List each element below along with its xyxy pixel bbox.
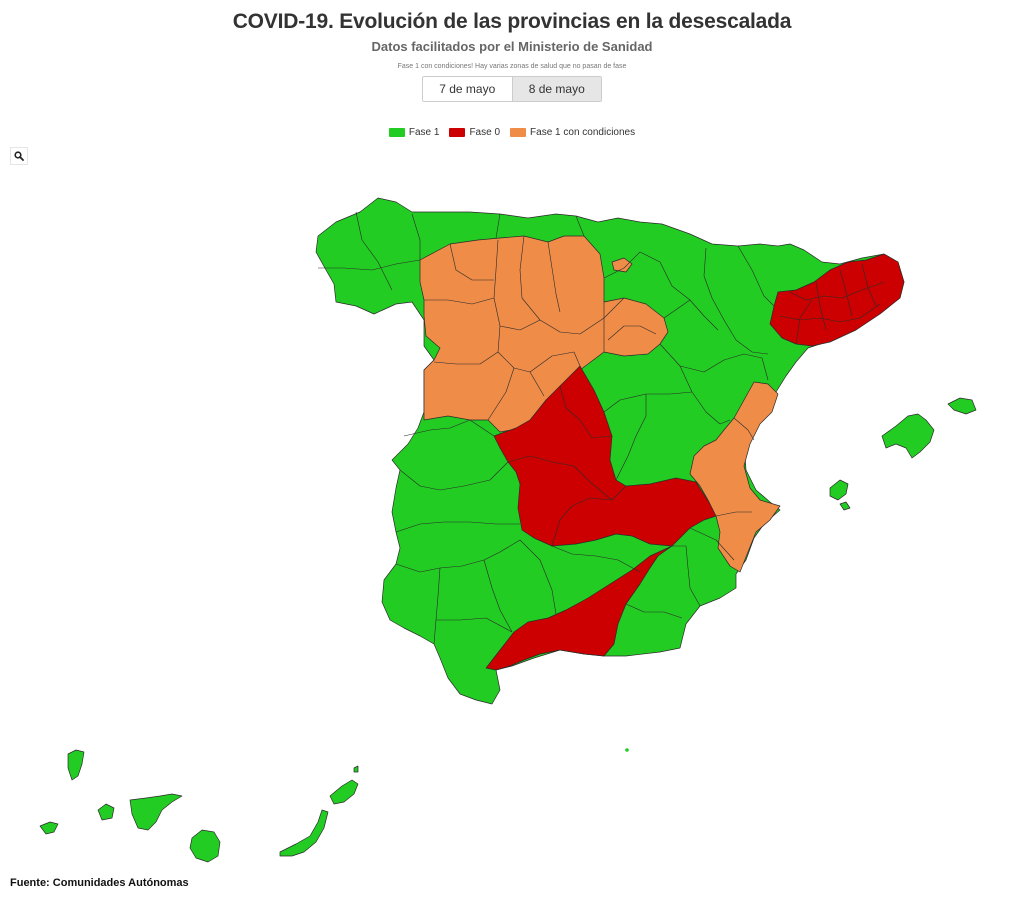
legend-label-fase1-condiciones: Fase 1 con condiciones	[530, 127, 636, 138]
legend: Fase 1 Fase 0 Fase 1 con condiciones	[0, 127, 1024, 138]
island-tenerife[interactable]	[129, 793, 183, 831]
region-castilla-leon[interactable]	[419, 235, 669, 433]
page-note: Fase 1 con condiciones! Hay varias zonas…	[397, 63, 627, 70]
page-title: COVID-19. Evolución de las provincias en…	[232, 10, 792, 33]
region-cataluna[interactable]	[769, 253, 905, 347]
region-madrid-castilla-mancha[interactable]	[493, 365, 723, 547]
legend-item-fase1[interactable]: Fase 1	[388, 127, 440, 138]
legend-label-fase1: Fase 1	[408, 127, 440, 138]
island-la-palma[interactable]	[67, 749, 85, 781]
date-button-7-mayo[interactable]: 7 de mayo	[423, 77, 512, 101]
melilla-dot[interactable]	[625, 748, 629, 752]
island-lanzarote[interactable]	[329, 779, 359, 805]
island-el-hierro[interactable]	[39, 821, 59, 835]
page-subtitle: Datos facilitados por el Ministerio de S…	[371, 39, 653, 54]
date-toggle: 7 de mayo 8 de mayo	[422, 76, 602, 102]
province-borders	[318, 211, 885, 645]
island-ibiza[interactable]	[829, 479, 849, 501]
date-button-8-mayo[interactable]: 8 de mayo	[511, 77, 601, 101]
island-gran-canaria[interactable]	[189, 829, 221, 863]
island-mallorca[interactable]	[881, 413, 935, 459]
search-icon	[14, 151, 24, 161]
legend-swatch-fase0	[449, 128, 466, 137]
region-comunidad-valenciana[interactable]	[689, 381, 781, 573]
island-menorca[interactable]	[947, 397, 977, 415]
legend-swatch-fase1-condiciones	[510, 128, 527, 137]
legend-label-fase0: Fase 0	[469, 127, 501, 138]
island-la-gomera[interactable]	[97, 803, 115, 821]
map-search-button[interactable]	[10, 147, 28, 165]
island-fuerteventura[interactable]	[279, 809, 329, 857]
source-note: Fuente: Comunidades Autónomas	[10, 877, 189, 889]
legend-swatch-fase1	[388, 128, 405, 137]
island-la-graciosa[interactable]	[353, 765, 359, 773]
region-enclave-orange[interactable]	[611, 257, 633, 273]
legend-item-fase1-condiciones[interactable]: Fase 1 con condiciones	[510, 127, 635, 138]
legend-item-fase0[interactable]: Fase 0	[449, 127, 500, 138]
island-formentera[interactable]	[839, 501, 851, 511]
